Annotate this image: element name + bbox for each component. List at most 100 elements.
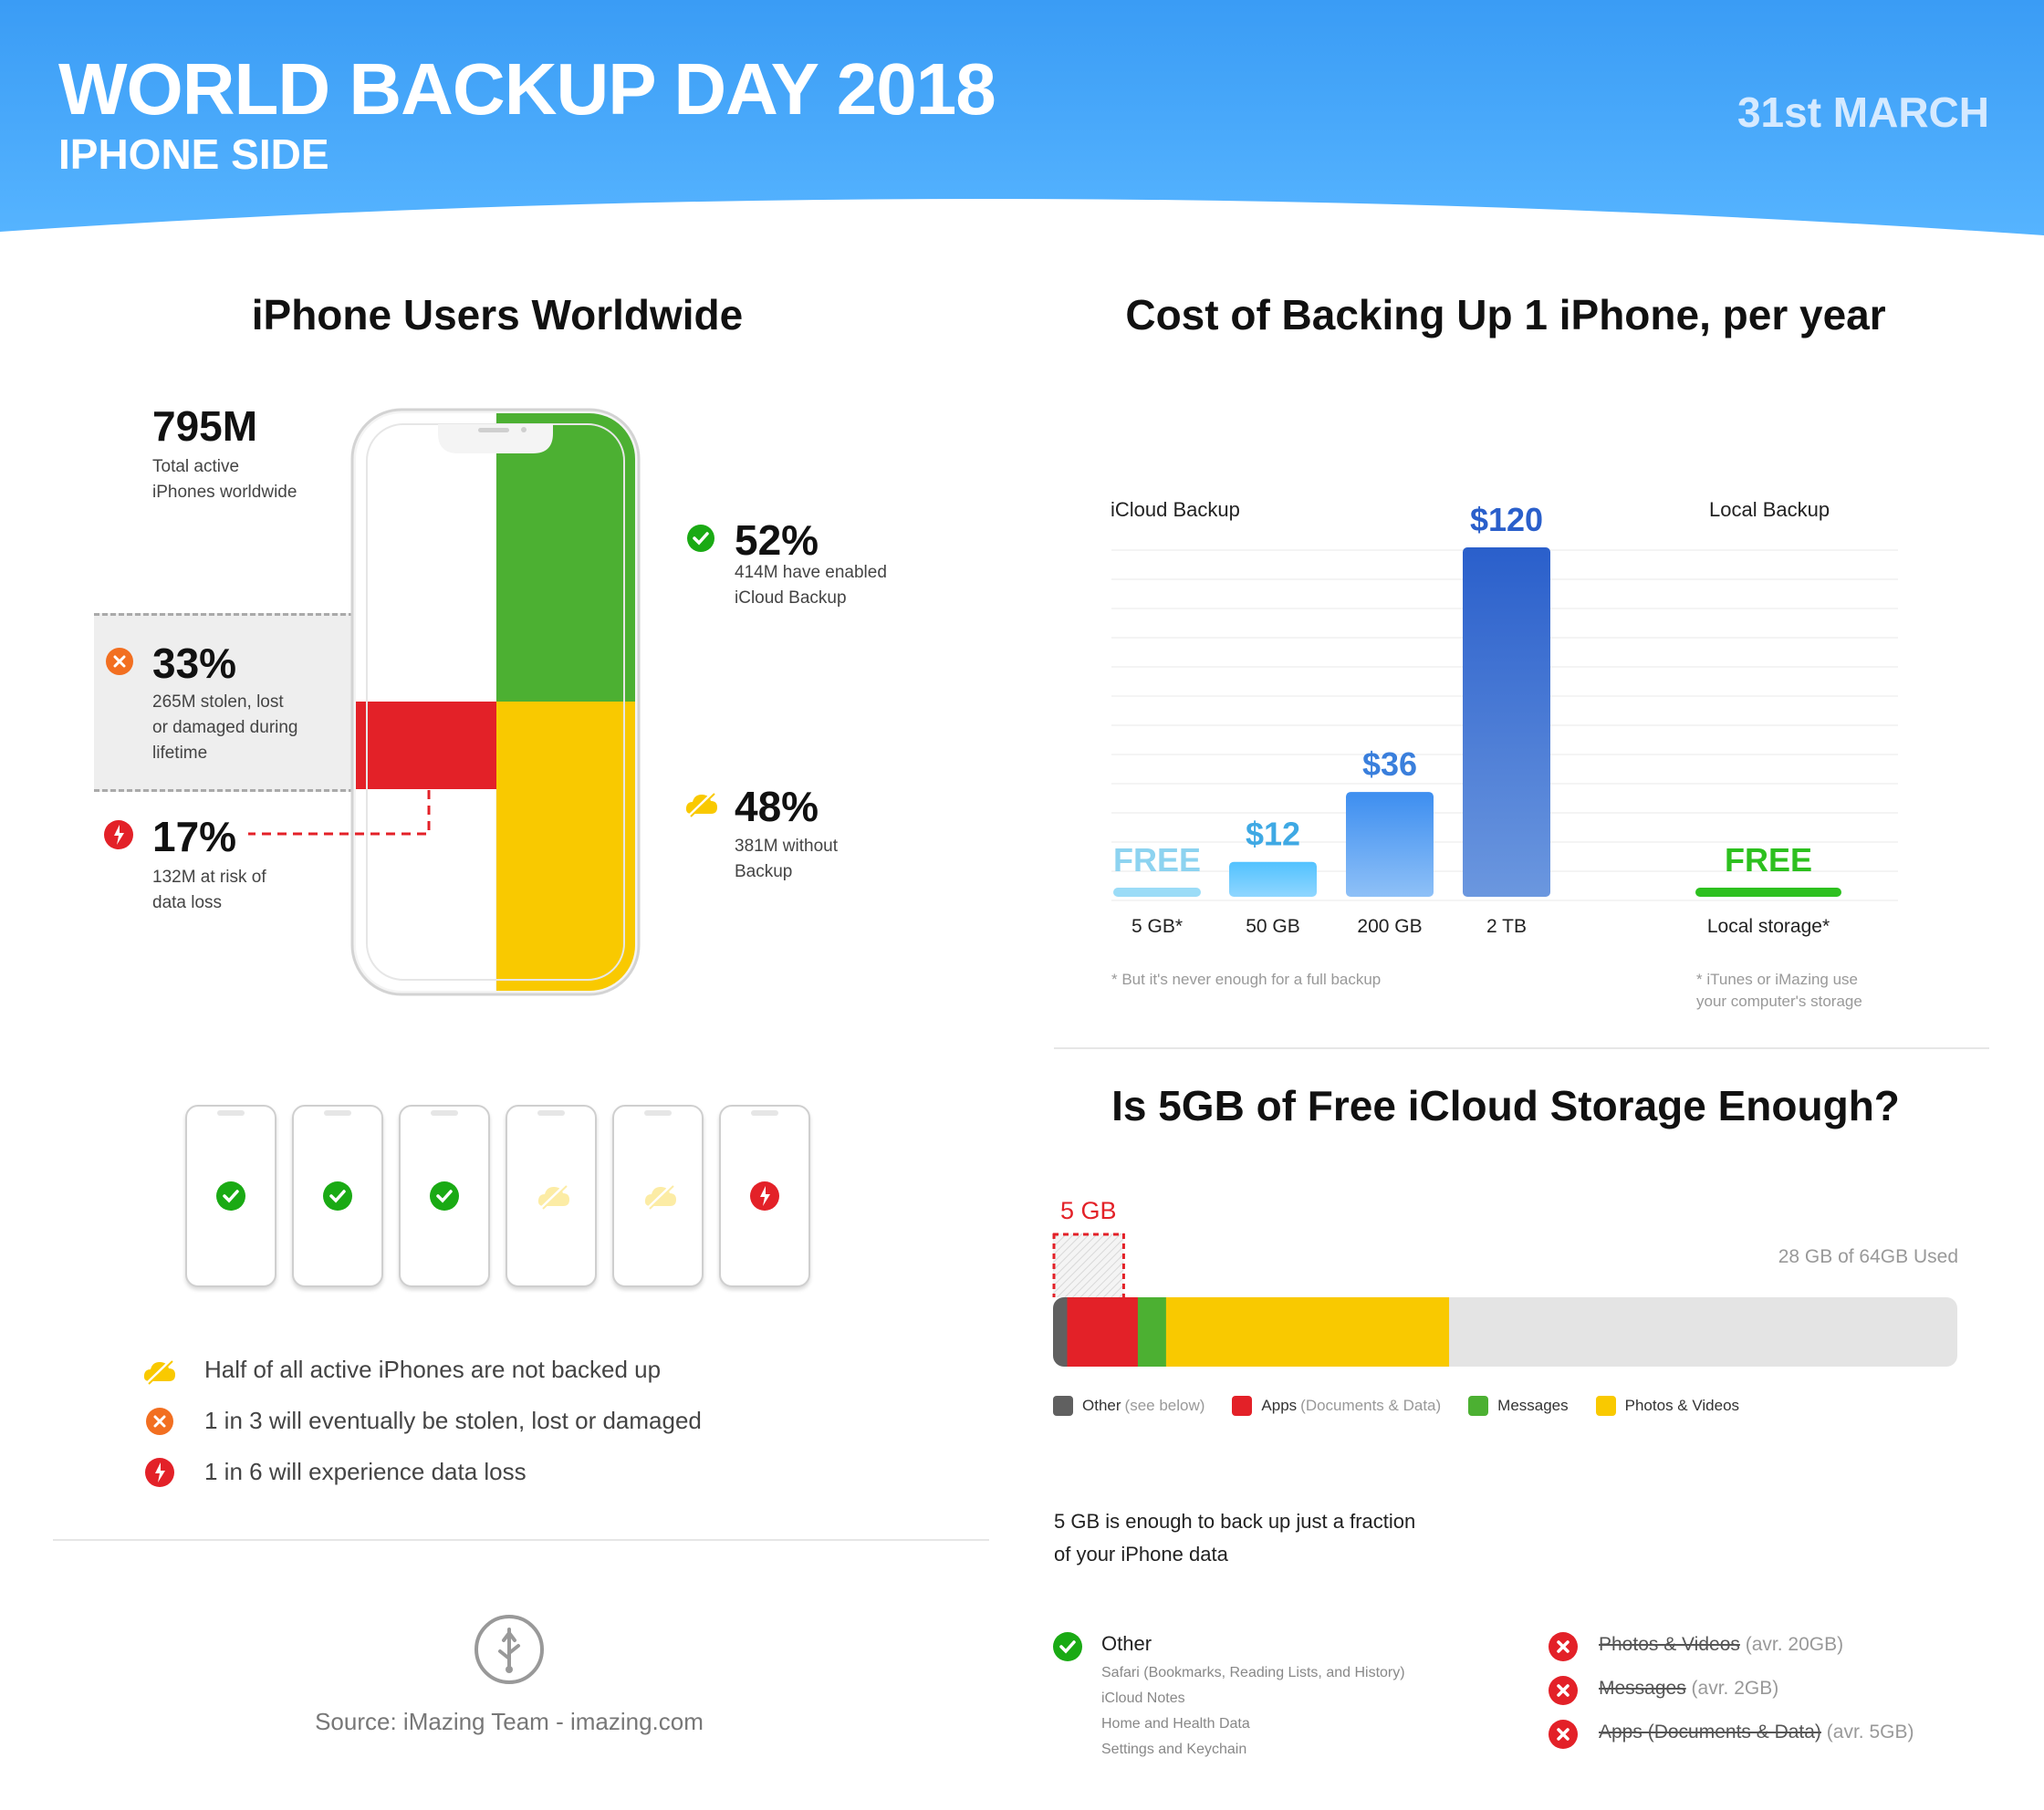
event-date: 31st MARCH — [1736, 88, 1989, 136]
fact-not-backed: Half of all active iPhones are not backe… — [204, 1356, 662, 1383]
cloud-off-icon — [644, 1182, 676, 1211]
check-icon — [216, 1181, 245, 1211]
legend-swatch — [1053, 1396, 1073, 1416]
stolen-icon — [146, 1408, 173, 1435]
cost-bar-label: FREE — [1113, 841, 1201, 879]
risk-icon — [104, 820, 133, 849]
five-gb-marker-label: 5 GB — [1060, 1197, 1117, 1224]
risk-desc: 132M at risk of data loss — [152, 868, 266, 912]
legend-item: Messages — [1468, 1396, 1569, 1416]
cloud-off-icon — [537, 1182, 569, 1211]
enabled-pct: 52% — [735, 516, 819, 564]
legend-swatch — [1468, 1396, 1489, 1416]
source-credit: Source: iMazing Team - imazing.com — [315, 1708, 704, 1735]
total-value: 795M — [152, 402, 258, 450]
group-label-local: Local Backup — [1709, 498, 1830, 521]
without-pct: 48% — [735, 783, 819, 830]
legend-item: Photos & Videos — [1595, 1396, 1740, 1416]
imazing-logo-icon — [474, 1615, 544, 1684]
legend-label: Photos & Videos — [1624, 1397, 1740, 1414]
storage-chart-title: Is 5GB of Free iCloud Storage Enough? — [1111, 1082, 1900, 1129]
fact-data-loss: 1 in 6 will experience data loss — [204, 1458, 527, 1485]
phone-notch — [431, 1110, 458, 1116]
stolen-pct: 33% — [152, 640, 237, 687]
stolen-desc: 265M stolen, lost or damaged during lifeti… — [152, 692, 298, 763]
excluded-label: Photos & Videos — [1599, 1634, 1740, 1655]
header-banner — [0, 0, 2044, 237]
group-label-icloud: iCloud Backup — [1111, 498, 1240, 521]
phone-notch — [644, 1110, 672, 1116]
storage-segment — [1067, 1297, 1139, 1367]
other-title: Other — [1101, 1632, 1152, 1655]
cost-bar — [1229, 861, 1317, 897]
mini-phone — [399, 1105, 490, 1287]
risk-connector-line — [248, 728, 431, 836]
cost-bar-label: $36 — [1362, 745, 1417, 783]
cost-bar-label: $12 — [1246, 816, 1300, 853]
local-note: * iTunes or iMazing use your computer's s… — [1696, 971, 1862, 1010]
mini-phone — [185, 1105, 276, 1287]
excluded-item: Messages (avr. 2GB) — [1599, 1678, 1778, 1700]
usage-label: 28 GB of 64GB Used — [1778, 1246, 1958, 1267]
icloud-note: * But it's never enough for a full backu… — [1111, 971, 1382, 988]
cost-bar-chart: FREE 5 GB* $12 50 GB $36 200 GB $120 2 TB FREE Lo… — [1111, 501, 1898, 937]
cloud-off-icon — [685, 790, 717, 817]
mini-phone — [612, 1105, 704, 1287]
phone-notch — [751, 1110, 778, 1116]
legend-item: Apps (Documents & Data) — [1232, 1396, 1441, 1416]
excluded-size: (avr. 20GB) — [1739, 1634, 1844, 1655]
stolen-icon — [106, 648, 133, 675]
cost-tick-label: 5 GB* — [1132, 916, 1183, 937]
close-icon — [1549, 1676, 1578, 1705]
cost-bar-label: $120 — [1470, 501, 1543, 538]
mini-phone — [292, 1105, 383, 1287]
cost-bar — [1346, 792, 1434, 897]
risk-pct: 17% — [152, 813, 237, 860]
cost-tick-label: Local storage* — [1707, 916, 1830, 937]
check-icon — [430, 1181, 459, 1211]
legend-label: Messages — [1497, 1397, 1569, 1414]
excluded-item: Photos & Videos (avr. 20GB) — [1599, 1634, 1843, 1656]
other-items: Safari (Bookmarks, Reading Lists, and Hi… — [1101, 1665, 1405, 1757]
divider — [53, 1539, 989, 1541]
cost-tick-label: 200 GB — [1357, 916, 1422, 937]
total-desc: Total active iPhones worldwide — [152, 457, 297, 502]
phone-notch — [324, 1110, 351, 1116]
page-subtitle: IPHONE SIDE — [58, 130, 329, 178]
five-gb-hatch — [1053, 1233, 1124, 1297]
check-icon — [1053, 1632, 1082, 1661]
legend-swatch — [1595, 1396, 1616, 1416]
cost-bar — [1695, 888, 1841, 897]
cost-tick-label: 50 GB — [1246, 916, 1300, 937]
excluded-size: (avr. 2GB) — [1685, 1678, 1779, 1699]
risk-icon — [145, 1458, 174, 1487]
storage-segment — [1165, 1297, 1450, 1367]
close-icon — [1549, 1720, 1578, 1749]
close-icon — [1549, 1632, 1578, 1661]
legend-note: (Documents & Data) — [1300, 1397, 1442, 1414]
check-icon — [323, 1181, 352, 1211]
cost-bar — [1113, 888, 1201, 897]
excluded-label: Messages — [1599, 1678, 1686, 1699]
cost-bar — [1463, 547, 1550, 897]
legend-item: Other (see below) — [1053, 1396, 1204, 1416]
page-title: WORLD BACKUP DAY 2018 — [58, 48, 996, 130]
cost-tick-label: 2 TB — [1486, 916, 1527, 937]
storage-segment — [1137, 1297, 1167, 1367]
excluded-item: Apps (Documents & Data) (avr. 5GB) — [1599, 1722, 1914, 1743]
mini-phone — [506, 1105, 597, 1287]
excluded-label: Apps (Documents & Data) — [1599, 1722, 1821, 1742]
users-title: iPhone Users Worldwide — [251, 291, 744, 338]
cloud-off-icon — [143, 1358, 175, 1385]
storage-legend: Other (see below) Apps (Documents & Data) Me… — [1053, 1396, 1739, 1416]
storage-segment — [1053, 1297, 1068, 1367]
phone-notch — [217, 1110, 245, 1116]
divider — [1054, 1047, 1989, 1049]
stolen-highlight-box — [94, 613, 354, 792]
storage-stacked-bar — [1052, 1233, 1957, 1367]
enabled-desc: 414M have enabled iCloud Backup — [735, 563, 887, 608]
fact-stolen: 1 in 3 will eventually be stolen, lost o… — [204, 1407, 702, 1434]
cost-chart-title: Cost of Backing Up 1 iPhone, per year — [1125, 291, 1886, 338]
storage-caption: 5 GB is enough to back up just a fractio… — [1054, 1510, 1416, 1566]
mini-phone — [719, 1105, 810, 1287]
